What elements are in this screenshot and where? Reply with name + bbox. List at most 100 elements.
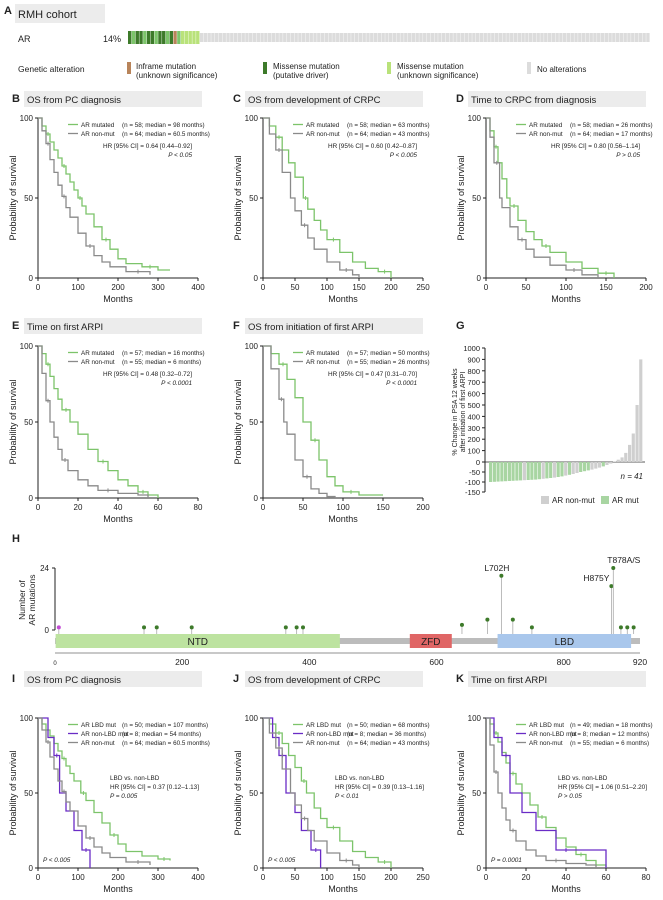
panel-c-ylabel: Probability of survival	[233, 155, 243, 240]
oncoprint-sample	[385, 33, 389, 42]
panel-f-title-box	[245, 318, 423, 334]
oncoprint-sample	[218, 33, 223, 42]
oncoprint-sample	[457, 33, 461, 42]
panel-k-legend-stats: (n = 49; median = 18 months)	[570, 722, 653, 729]
panel-g-bar	[605, 462, 609, 465]
oncoprint-sample	[472, 33, 476, 42]
panel-e-ylabel: Probability of survival	[8, 379, 18, 464]
panel-g-bar	[635, 405, 639, 462]
oncoprint-sample	[615, 33, 620, 42]
panel-b-stat: P < 0.05	[168, 152, 192, 159]
oncoprint-sample	[313, 33, 317, 42]
panel-d-ylabel: Probability of survival	[456, 155, 466, 240]
legend-swatch-noalt	[527, 62, 531, 74]
panel-b-xlabel: Months	[103, 294, 133, 304]
panel-g-bar	[601, 462, 605, 467]
panel-d-stat: HR [95% CI] = 0.80 [0.56–1.14]	[551, 143, 640, 150]
oncoprint-sample	[445, 33, 450, 42]
panel-i-p-corner: P < 0.005	[43, 857, 71, 864]
panel-h-lollipop-head	[294, 625, 299, 630]
oncoprint-sample	[631, 33, 635, 42]
panel-g-bar	[579, 462, 583, 472]
oncoprint-sample	[392, 33, 397, 42]
panel-g-bar	[597, 462, 602, 468]
oncoprint-sample	[362, 33, 366, 42]
panel-e-legend-stats: (n = 57; median = 16 months)	[122, 350, 205, 357]
panel-h-lollipop-head	[499, 573, 504, 578]
panel-g-y-tick-label: 600	[467, 390, 480, 399]
panel-k-x-tick-label: 60	[602, 873, 611, 882]
panel-g-legend-mut: AR mut	[612, 496, 639, 505]
panel-f-x-tick-label: 150	[376, 503, 390, 512]
panel-j-x-tick-label: 0	[261, 873, 266, 882]
panel-d-y-tick-label: 0	[477, 274, 482, 283]
panel-f-legend-label: AR non-mut	[306, 359, 340, 366]
oncoprint-sample	[165, 31, 170, 44]
panel-c-y-tick-label: 50	[249, 194, 258, 203]
panel-k-x-tick-label: 20	[522, 873, 531, 882]
panel-a-letter: A	[4, 5, 12, 17]
oncoprint-sample	[574, 33, 578, 42]
oncoprint-sample	[502, 33, 506, 42]
panel-f-x-tick-label: 0	[261, 503, 266, 512]
oncoprint-sample	[581, 33, 586, 42]
panel-i-ylabel: Probability of survival	[8, 750, 18, 835]
panel-e-y-tick-label: 100	[20, 342, 34, 351]
panel-e-legend-label: AR mutated	[81, 350, 115, 357]
panel-i-y-tick-label: 0	[29, 864, 34, 873]
panel-g-bar	[526, 462, 530, 480]
panel-j-legend-stats: (n = 50; median = 68 months)	[347, 722, 430, 729]
panel-g-ylabel-line1: % Change in PSA 12 weeks	[452, 368, 459, 456]
panel-e-stat: P < 0.0001	[161, 380, 192, 387]
oncoprint-sample	[339, 33, 344, 42]
panel-k-x-tick-label: 0	[484, 873, 489, 882]
panel-k-legend-label: AR non-mut	[529, 740, 563, 747]
panel-k-ylabel: Probability of survival	[456, 750, 466, 835]
oncoprint-sample	[627, 33, 631, 42]
panel-g-y-tick-label: 800	[467, 367, 480, 376]
gene-label: AR	[18, 34, 31, 44]
panel-g-bar	[639, 359, 643, 462]
oncoprint-sample	[162, 31, 166, 44]
panel-b-letter: B	[12, 93, 20, 105]
oncoprint-sample	[207, 33, 211, 42]
panel-e-title-box	[24, 318, 202, 334]
oncoprint-sample	[309, 33, 313, 42]
panel-g-bar	[496, 462, 500, 482]
panel-b-legend-label: AR non-mut	[81, 131, 115, 138]
panel-c-legend-stats: (n = 64; median = 43 months)	[347, 131, 430, 138]
oncoprint-sample	[169, 31, 173, 44]
panel-j-x-tick-label: 150	[352, 873, 366, 882]
panel-e-legend-stats: (n = 55; median = 6 months)	[122, 359, 201, 366]
panel-j-series-0	[263, 717, 392, 868]
panel-c-title: OS from development of CRPC	[248, 95, 381, 106]
alteration-legend: Inframe mutation (unknown significance) …	[127, 62, 586, 80]
panel-j-x-tick-label: 200	[384, 873, 398, 882]
panel-d-x-tick-label: 200	[639, 283, 653, 292]
oncoprint-sample	[233, 33, 238, 42]
panel-k-legend-label: AR LBD mut	[529, 722, 564, 729]
oncoprint-sample	[351, 33, 355, 42]
panel-g-bar	[545, 462, 549, 479]
panel-f-stat: HR [95% CI] = 0.47 [0.31–0.70]	[328, 371, 417, 378]
panel-a-title-box	[15, 4, 105, 23]
panel-h-y-tick-label: 0	[45, 626, 50, 635]
panel-i-legend-label: AR LBD mut	[81, 722, 116, 729]
panel-g-bar	[534, 462, 538, 480]
panel-j-p-corner: P < 0.005	[268, 857, 296, 864]
panel-i-title-box	[24, 671, 202, 687]
panel-e-y-tick-label: 50	[24, 418, 33, 427]
oncoprint-sample	[389, 33, 393, 42]
panel-b-legend-stats: (n = 64; median = 60.5 months)	[122, 131, 210, 138]
panel-j-xlabel: Months	[328, 884, 358, 894]
panel-h-ylabel-line2: AR mutations	[27, 574, 37, 625]
legend-driver-2: (putative driver)	[273, 71, 329, 80]
oncoprint-track	[128, 31, 650, 44]
oncoprint-sample	[423, 33, 427, 42]
panel-g-bar	[560, 462, 564, 477]
panel-g-legend-swatch-nonmut	[541, 496, 549, 504]
panel-h-lollipop-head	[300, 625, 305, 630]
oncoprint-sample	[173, 31, 177, 44]
panel-h-ylabel-line1: Number of	[17, 580, 27, 620]
